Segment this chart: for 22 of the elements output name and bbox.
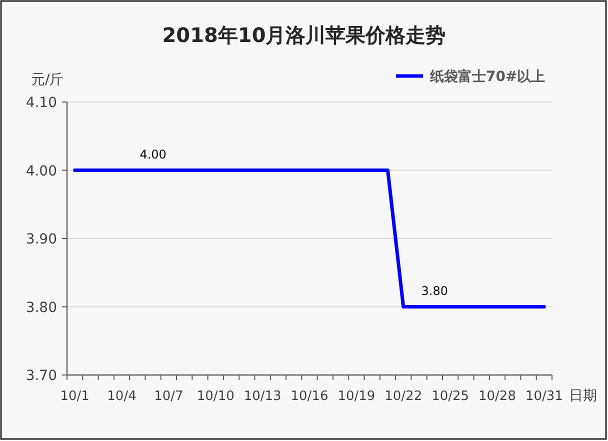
x-axis-title: 日期: [569, 388, 597, 404]
y-tick-label: 3.90: [26, 232, 57, 248]
x-tick-label: 10/19: [338, 389, 376, 404]
data-label: 3.80: [421, 284, 448, 298]
y-tick-label: 3.80: [26, 300, 57, 316]
x-tick-label: 10/16: [290, 389, 328, 404]
x-tick-label: 10/13: [244, 389, 282, 404]
y-axis-title: 元/斤: [31, 72, 64, 88]
legend-label: 纸袋富士70#以上: [430, 69, 546, 85]
x-tick-label: 10/4: [107, 389, 136, 404]
x-tick-label: 10/10: [196, 389, 234, 404]
x-tick-label: 10/7: [154, 389, 184, 404]
y-tick-label: 4.00: [26, 163, 57, 180]
x-tick-label: 10/25: [432, 389, 470, 404]
x-tick-label: 10/22: [384, 389, 422, 404]
x-tick-label: 10/31: [525, 389, 563, 404]
title: 2018年10月洛川苹果价格走势: [162, 23, 446, 47]
y-tick-label: 3.70: [26, 368, 57, 384]
x-tick-label: 10/1: [60, 389, 90, 404]
y-tick-label: 4.10: [26, 95, 57, 111]
data-label: 4.00: [140, 147, 166, 162]
x-tick-label: 10/28: [478, 389, 516, 404]
